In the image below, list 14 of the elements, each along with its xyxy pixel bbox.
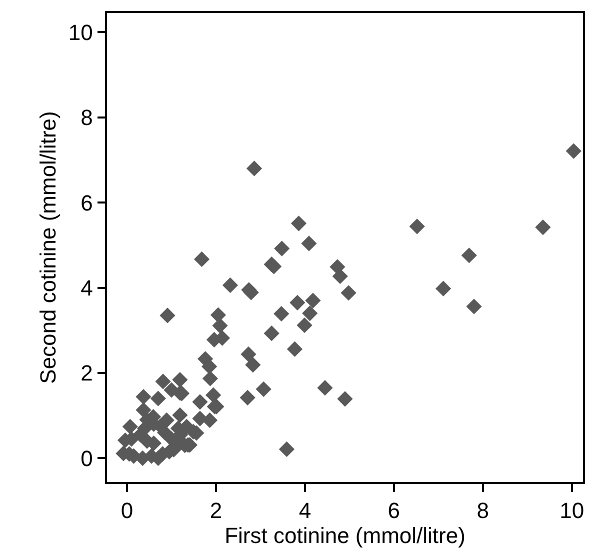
- y-tick-label: 6: [80, 190, 93, 216]
- y-tick-label: 0: [80, 446, 93, 471]
- x-axis-title: First cotinine (mmol/litre): [224, 523, 466, 548]
- y-tick-label: 4: [80, 275, 93, 300]
- x-tick-label: 6: [388, 498, 400, 524]
- y-tick-label: 10: [68, 20, 93, 45]
- y-tick-label: 8: [80, 105, 93, 130]
- x-tick-label: 2: [210, 498, 222, 524]
- x-tick-label: 0: [120, 498, 134, 524]
- x-tick-label: 8: [476, 498, 490, 524]
- x-tick-label: 10: [560, 498, 584, 524]
- y-axis-title: Second cotinine (mmol/litre): [36, 111, 61, 384]
- x-tick-label: 4: [298, 498, 312, 524]
- y-tick-label: 2: [80, 360, 93, 386]
